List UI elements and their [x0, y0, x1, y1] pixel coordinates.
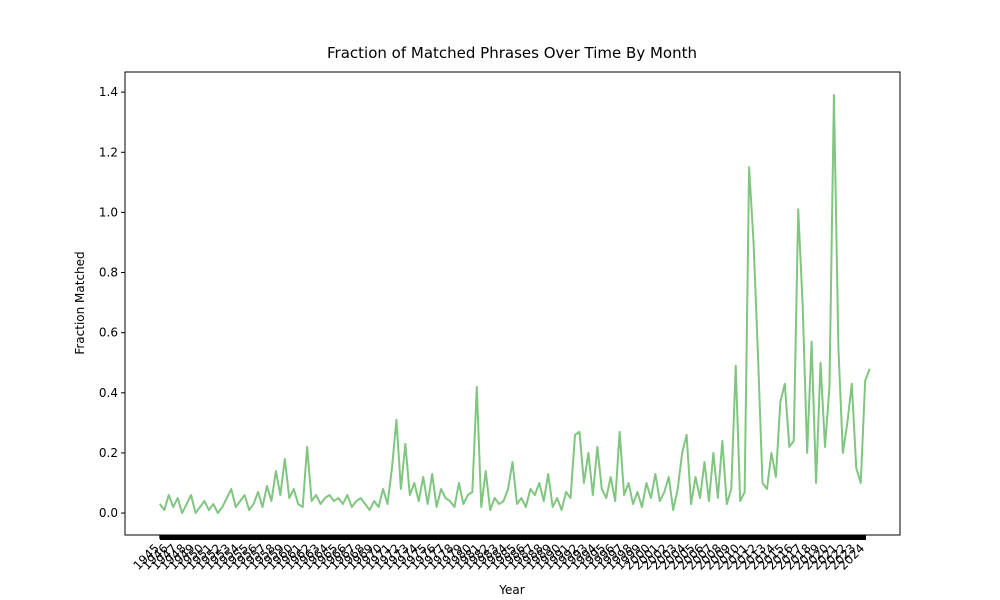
y-tick-label: 1.0	[99, 205, 118, 219]
x-axis-label: Year	[498, 583, 524, 597]
plot-frame	[124, 71, 901, 536]
y-tick-label: 1.4	[99, 85, 118, 99]
y-tick-label: 1.2	[99, 145, 118, 159]
y-tick-label: 0.4	[99, 386, 118, 400]
y-tick-label: 0.0	[99, 506, 118, 520]
data-line	[159, 94, 871, 515]
y-tick-label: 0.8	[99, 266, 118, 280]
minor-tick-band	[160, 535, 866, 540]
y-tick-label: 0.2	[99, 446, 118, 460]
y-tick-label: 0.6	[99, 326, 118, 340]
y-axis-label: Fraction Matched	[73, 251, 87, 354]
chart-title: Fraction of Matched Phrases Over Time By…	[327, 44, 697, 62]
